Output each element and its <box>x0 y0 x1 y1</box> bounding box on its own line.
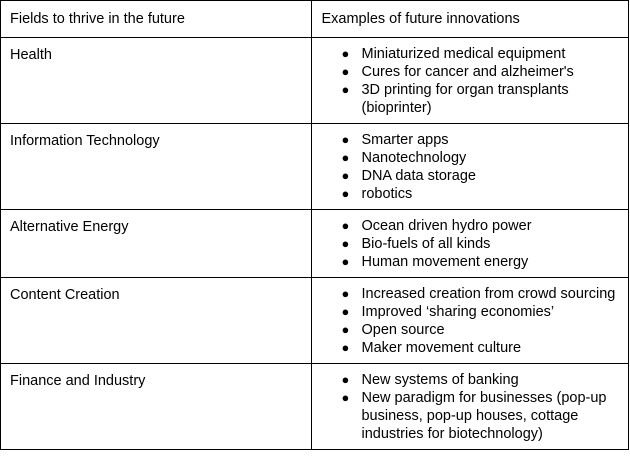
example-text: Maker movement culture <box>361 340 522 356</box>
field-name: Health <box>10 47 52 63</box>
list-item: ● Smarter apps <box>312 131 620 149</box>
header-cell-examples: Examples of future innovations <box>311 0 629 38</box>
bullet-icon: ● <box>341 322 350 337</box>
header-examples: Examples of future innovations <box>321 11 520 27</box>
example-text: New paradigm for businesses (pop-up busi… <box>361 390 607 442</box>
list-item: ● robotics <box>312 185 620 203</box>
field-name: Content Creation <box>10 287 120 303</box>
examples-list: ● Increased creation from crowd sourcing … <box>312 278 628 363</box>
examples-list: ● Ocean driven hydro power ● Bio-fuels of … <box>312 210 628 277</box>
bullet-icon: ● <box>341 286 350 301</box>
list-item: ● New paradigm for businesses (pop-up bus… <box>312 389 620 443</box>
table-row: Information Technology ● Smarter apps ● Na… <box>0 123 629 210</box>
example-text: Bio-fuels of all kinds <box>361 236 491 252</box>
field-name: Alternative Energy <box>10 219 129 235</box>
field-name: Finance and Industry <box>10 373 146 389</box>
example-text: Smarter apps <box>361 132 449 148</box>
example-text: Nanotechnology <box>361 150 467 166</box>
list-item: ● Nanotechnology <box>312 149 620 167</box>
bullet-icon: ● <box>341 254 350 269</box>
table-row: Content Creation ● Increased creation fro… <box>0 277 629 364</box>
examples-cell: ● New systems of banking ● New paradigm fo… <box>311 363 629 450</box>
list-item: ● Human movement energy <box>312 253 620 271</box>
field-cell: Information Technology <box>0 123 313 210</box>
examples-cell: ● Increased creation from crowd sourcing … <box>311 277 629 364</box>
bullet-icon: ● <box>341 150 350 165</box>
examples-list: ● Miniaturized medical equipment ● Cures f… <box>312 38 628 123</box>
header-cell-fields: Fields to thrive in the future <box>0 0 313 38</box>
bullet-icon: ● <box>341 340 350 355</box>
bullet-icon: ● <box>341 64 350 79</box>
field-cell: Finance and Industry <box>0 363 313 450</box>
list-item: ● Improved ‘sharing economies’ <box>312 303 620 321</box>
list-item: ● 3D printing for organ transplants (biop… <box>312 81 620 117</box>
list-item: ● Bio-fuels of all kinds <box>312 235 620 253</box>
innovations-table: Fields to thrive in the future Examples … <box>0 0 629 450</box>
list-item: ● Ocean driven hydro power <box>312 217 620 235</box>
example-text: New systems of banking <box>361 372 519 388</box>
example-text: Human movement energy <box>361 254 529 270</box>
bullet-icon: ● <box>341 236 350 251</box>
example-text: robotics <box>361 186 413 202</box>
bullet-icon: ● <box>341 218 350 233</box>
example-text: DNA data storage <box>361 168 476 184</box>
bullet-icon: ● <box>341 304 350 319</box>
list-item: ● Miniaturized medical equipment <box>312 45 620 63</box>
field-cell: Alternative Energy <box>0 209 313 278</box>
examples-cell: ● Ocean driven hydro power ● Bio-fuels of … <box>311 209 629 278</box>
bullet-icon: ● <box>341 82 350 97</box>
list-item: ● Cures for cancer and alzheimer's <box>312 63 620 81</box>
example-text: Ocean driven hydro power <box>361 218 532 234</box>
example-text: Increased creation from crowd sourcing <box>361 286 616 302</box>
example-text: Improved ‘sharing economies’ <box>361 304 555 320</box>
list-item: ● DNA data storage <box>312 167 620 185</box>
bullet-icon: ● <box>341 132 350 147</box>
examples-cell: ● Miniaturized medical equipment ● Cures f… <box>311 37 629 124</box>
list-item: ● Increased creation from crowd sourcing <box>312 285 620 303</box>
table-row: Finance and Industry ● New systems of ban… <box>0 363 629 450</box>
bullet-icon: ● <box>341 168 350 183</box>
field-name: Information Technology <box>10 133 160 149</box>
list-item: ● Open source <box>312 321 620 339</box>
examples-list: ● New systems of banking ● New paradigm fo… <box>312 364 628 449</box>
table-row: Health ● Miniaturized medical equipment ●… <box>0 37 629 124</box>
header-row: Fields to thrive in the future Examples … <box>0 0 629 38</box>
field-cell: Content Creation <box>0 277 313 364</box>
bullet-icon: ● <box>341 372 350 387</box>
example-text: 3D printing for organ transplants (biopr… <box>361 82 569 116</box>
field-cell: Health <box>0 37 313 124</box>
example-text: Open source <box>361 322 445 338</box>
bullet-icon: ● <box>341 46 350 61</box>
list-item: ● New systems of banking <box>312 371 620 389</box>
bullet-icon: ● <box>341 186 350 201</box>
example-text: Miniaturized medical equipment <box>361 46 566 62</box>
header-fields: Fields to thrive in the future <box>10 11 185 27</box>
example-text: Cures for cancer and alzheimer's <box>361 64 574 80</box>
list-item: ● Maker movement culture <box>312 339 620 357</box>
examples-list: ● Smarter apps ● Nanotechnology ● DNA data … <box>312 124 628 209</box>
examples-cell: ● Smarter apps ● Nanotechnology ● DNA data … <box>311 123 629 210</box>
table-row: Alternative Energy ● Ocean driven hydro p… <box>0 209 629 278</box>
bullet-icon: ● <box>341 390 350 405</box>
